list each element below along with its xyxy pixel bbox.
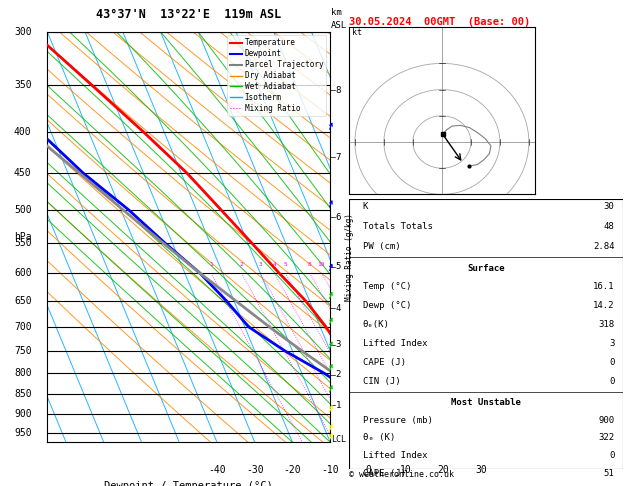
Text: Mixing Ratio (g/kg): Mixing Ratio (g/kg)	[345, 213, 354, 301]
Text: 4: 4	[272, 262, 276, 267]
Text: 4: 4	[336, 304, 341, 313]
Text: 550: 550	[14, 238, 31, 248]
Text: Most Unstable: Most Unstable	[451, 399, 521, 407]
Text: 700: 700	[14, 322, 31, 332]
Text: 322: 322	[598, 434, 615, 442]
Text: -30: -30	[246, 465, 264, 475]
Text: K: K	[363, 202, 368, 210]
Text: θₑ(K): θₑ(K)	[363, 320, 389, 329]
Text: Dewpoint / Temperature (°C): Dewpoint / Temperature (°C)	[104, 481, 273, 486]
Legend: Temperature, Dewpoint, Parcel Trajectory, Dry Adiabat, Wet Adiabat, Isotherm, Mi: Temperature, Dewpoint, Parcel Trajectory…	[227, 35, 326, 116]
Text: 600: 600	[14, 268, 31, 278]
Text: 10: 10	[318, 262, 325, 267]
Text: 3: 3	[259, 262, 262, 267]
Text: 800: 800	[14, 368, 31, 378]
Text: Totals Totals: Totals Totals	[363, 222, 433, 231]
Text: 5: 5	[284, 262, 287, 267]
Text: 5: 5	[336, 262, 341, 271]
Text: 500: 500	[14, 205, 31, 215]
Text: 900: 900	[598, 416, 615, 425]
Text: CAPE (J): CAPE (J)	[363, 469, 406, 478]
Text: 6: 6	[336, 213, 341, 222]
Text: 0: 0	[365, 465, 371, 475]
Text: 650: 650	[14, 296, 31, 306]
Text: 30: 30	[476, 465, 487, 475]
Text: ASL: ASL	[331, 20, 347, 30]
Text: 51: 51	[604, 469, 615, 478]
Text: 0: 0	[609, 377, 615, 386]
Text: Surface: Surface	[467, 263, 504, 273]
Text: 0: 0	[609, 358, 615, 367]
Text: Lifted Index: Lifted Index	[363, 451, 427, 460]
Text: 900: 900	[14, 409, 31, 419]
Text: 850: 850	[14, 389, 31, 399]
Text: km: km	[331, 8, 342, 17]
Text: 318: 318	[598, 320, 615, 329]
Text: 950: 950	[14, 428, 31, 438]
Text: CIN (J): CIN (J)	[363, 377, 401, 386]
Text: -40: -40	[208, 465, 226, 475]
Text: © weatheronline.co.uk: © weatheronline.co.uk	[349, 469, 454, 479]
Text: 750: 750	[14, 346, 31, 356]
Text: 0: 0	[609, 451, 615, 460]
Text: 450: 450	[14, 168, 31, 178]
Text: PW (cm): PW (cm)	[363, 242, 401, 251]
Text: 400: 400	[14, 127, 31, 137]
Text: Lifted Index: Lifted Index	[363, 339, 427, 348]
Text: 2: 2	[336, 370, 341, 379]
Text: 14.2: 14.2	[593, 301, 615, 310]
Text: 20: 20	[438, 465, 449, 475]
Text: θₑ (K): θₑ (K)	[363, 434, 395, 442]
Text: 300: 300	[14, 27, 31, 36]
Text: 10: 10	[400, 465, 411, 475]
Text: 8: 8	[336, 86, 341, 95]
Text: kt: kt	[352, 28, 362, 36]
Text: 8: 8	[308, 262, 311, 267]
Text: 16.1: 16.1	[593, 282, 615, 292]
Text: Pressure (mb): Pressure (mb)	[363, 416, 433, 425]
Text: 1: 1	[209, 262, 213, 267]
Text: 3: 3	[336, 340, 341, 349]
Text: 1: 1	[336, 401, 341, 410]
Text: -10: -10	[321, 465, 339, 475]
Text: Dewp (°C): Dewp (°C)	[363, 301, 411, 310]
Text: 30.05.2024  00GMT  (Base: 00): 30.05.2024 00GMT (Base: 00)	[349, 17, 530, 27]
Text: Temp (°C): Temp (°C)	[363, 282, 411, 292]
Text: hPa: hPa	[14, 232, 32, 242]
Text: 2: 2	[240, 262, 243, 267]
Text: 30: 30	[604, 202, 615, 210]
Text: -20: -20	[284, 465, 301, 475]
Text: 3: 3	[609, 339, 615, 348]
Text: LCL: LCL	[331, 435, 346, 444]
Text: 7: 7	[336, 153, 341, 161]
Text: 48: 48	[604, 222, 615, 231]
Text: 2.84: 2.84	[593, 242, 615, 251]
Text: CAPE (J): CAPE (J)	[363, 358, 406, 367]
Text: 350: 350	[14, 80, 31, 90]
Text: 43°37'N  13°22'E  119m ASL: 43°37'N 13°22'E 119m ASL	[96, 8, 281, 21]
